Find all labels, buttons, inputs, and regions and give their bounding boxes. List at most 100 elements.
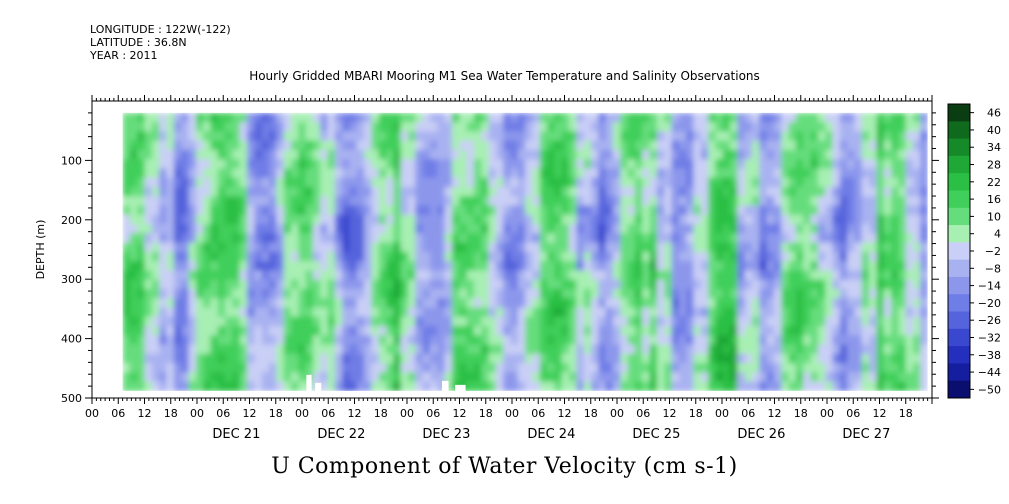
x-tick-label: 18 — [899, 407, 913, 420]
velocity-cell — [444, 159, 453, 170]
velocity-cell — [583, 168, 592, 179]
velocity-cell — [151, 112, 160, 123]
velocity-cell — [839, 307, 848, 318]
velocity-cell — [517, 298, 526, 309]
velocity-cell — [349, 279, 358, 290]
velocity-cell — [181, 261, 190, 272]
velocity-cell — [415, 298, 424, 309]
velocity-cell — [261, 112, 270, 123]
velocity-cell — [129, 344, 138, 355]
velocity-cell — [488, 316, 497, 327]
velocity-cell — [598, 205, 607, 216]
velocity-cell — [561, 353, 570, 364]
velocity-cell — [766, 316, 775, 327]
velocity-cell — [649, 298, 658, 309]
velocity-cell — [276, 270, 285, 281]
velocity-cell — [715, 214, 724, 225]
velocity-cell — [810, 279, 819, 290]
velocity-cell — [437, 326, 446, 337]
velocity-cell — [481, 122, 490, 133]
velocity-cell — [869, 363, 878, 374]
velocity-cell — [276, 353, 285, 364]
velocity-cell — [378, 112, 387, 123]
velocity-cell — [232, 131, 241, 142]
velocity-cell — [752, 149, 761, 160]
velocity-cell — [759, 270, 768, 281]
velocity-cell — [773, 242, 782, 253]
velocity-cell — [671, 344, 680, 355]
velocity-cell — [898, 261, 907, 272]
velocity-cell — [495, 335, 504, 346]
velocity-cell — [693, 149, 702, 160]
velocity-cell — [891, 242, 900, 253]
velocity-cell — [151, 261, 160, 272]
velocity-cell — [349, 335, 358, 346]
velocity-cell — [620, 205, 629, 216]
velocity-cell — [451, 288, 460, 299]
velocity-cell — [664, 140, 673, 151]
velocity-cell — [195, 316, 204, 327]
velocity-cell — [261, 177, 270, 188]
velocity-cell — [569, 353, 578, 364]
velocity-cell — [649, 140, 658, 151]
velocity-cell — [334, 122, 343, 133]
velocity-cell — [686, 149, 695, 160]
velocity-cell — [744, 363, 753, 374]
velocity-cell — [686, 205, 695, 216]
velocity-cell — [276, 159, 285, 170]
velocity-cell — [159, 140, 168, 151]
velocity-cell — [195, 298, 204, 309]
velocity-cell — [861, 353, 870, 364]
velocity-cell — [722, 159, 731, 170]
x-tick-label: 12 — [558, 407, 572, 420]
velocity-cell — [232, 270, 241, 281]
velocity-cell — [532, 196, 541, 207]
velocity-cell — [400, 381, 409, 391]
velocity-cell — [510, 344, 519, 355]
velocity-cell — [554, 131, 563, 142]
velocity-cell — [210, 242, 219, 253]
velocity-cell — [730, 214, 739, 225]
velocity-cell — [495, 381, 504, 391]
data-gap — [315, 382, 322, 392]
velocity-cell — [898, 335, 907, 346]
velocity-cell — [664, 270, 673, 281]
velocity-cell — [554, 251, 563, 262]
velocity-cell — [686, 270, 695, 281]
velocity-cell — [290, 307, 299, 318]
velocity-cell — [781, 307, 790, 318]
velocity-cell — [532, 187, 541, 198]
velocity-cell — [715, 149, 724, 160]
velocity-cell — [305, 168, 314, 179]
velocity-cell — [225, 122, 234, 133]
velocity-cell — [400, 307, 409, 318]
velocity-cell — [276, 177, 285, 188]
velocity-cell — [225, 372, 234, 383]
velocity-cell — [342, 288, 351, 299]
velocity-cell — [122, 233, 131, 244]
velocity-cell — [488, 233, 497, 244]
velocity-cell — [210, 140, 219, 151]
velocity-cell — [181, 112, 190, 123]
velocity-cell — [451, 344, 460, 355]
velocity-cell — [203, 298, 212, 309]
velocity-cell — [708, 187, 717, 198]
velocity-cell — [290, 251, 299, 262]
velocity-cell — [759, 177, 768, 188]
velocity-cell — [700, 326, 709, 337]
velocity-cell — [356, 168, 365, 179]
velocity-cell — [612, 279, 621, 290]
velocity-cell — [217, 233, 226, 244]
velocity-cell — [576, 316, 585, 327]
velocity-cell — [803, 224, 812, 235]
velocity-cell — [203, 159, 212, 170]
velocity-cell — [766, 381, 775, 391]
velocity-cell — [539, 335, 548, 346]
velocity-cell — [583, 335, 592, 346]
velocity-cell — [839, 372, 848, 383]
velocity-cell — [210, 214, 219, 225]
velocity-cell — [495, 298, 504, 309]
velocity-cell — [781, 353, 790, 364]
velocity-cell — [437, 353, 446, 364]
velocity-cell — [752, 251, 761, 262]
